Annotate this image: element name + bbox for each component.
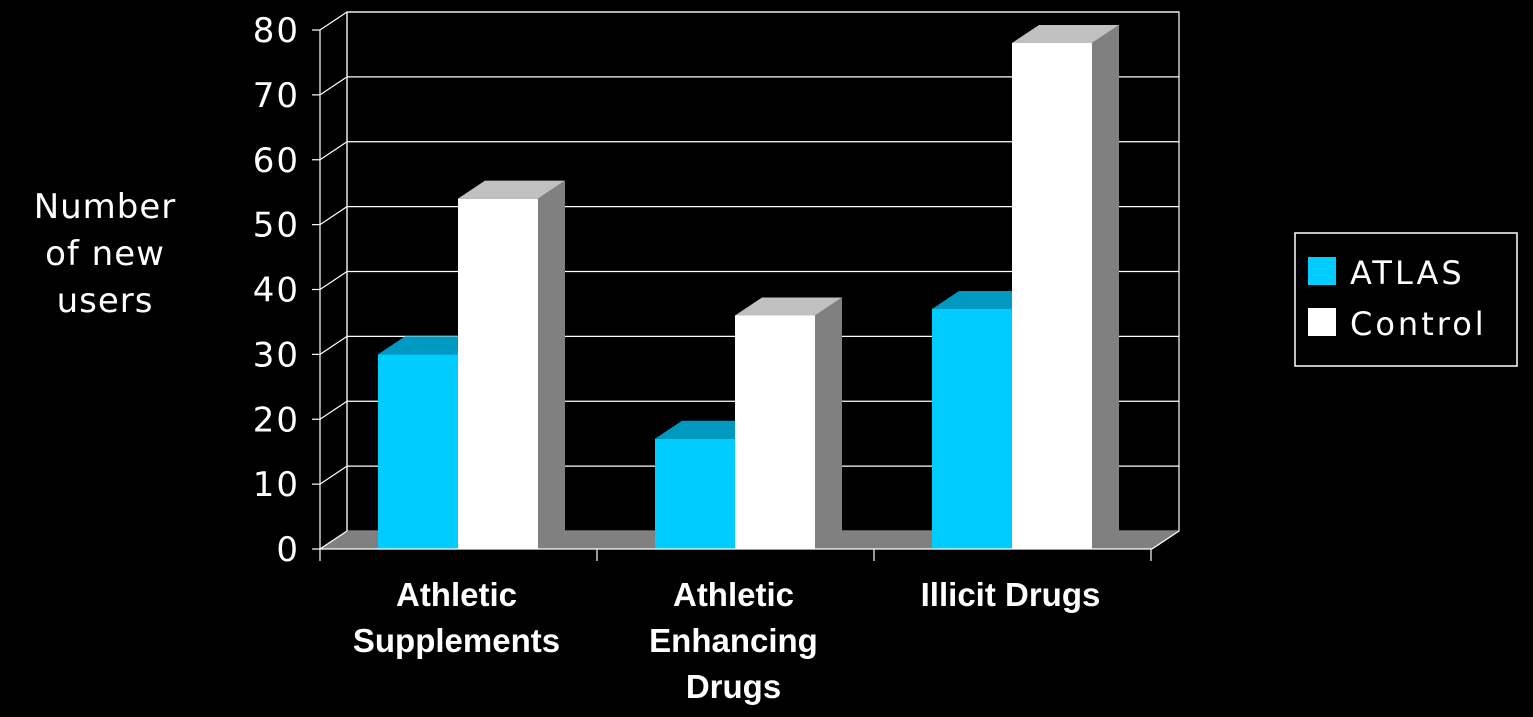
bar-front <box>932 308 1012 549</box>
x-tick-label: Drugs <box>686 668 781 705</box>
wall-gridline <box>319 465 348 485</box>
y-tick-label: 80 <box>253 11 300 51</box>
legend-swatch-control <box>1308 308 1336 336</box>
bar-front <box>655 438 735 549</box>
bar-side <box>815 297 842 549</box>
bar-control-1 <box>735 297 842 549</box>
axes <box>312 12 1180 561</box>
bar-front <box>378 354 458 549</box>
bar-top <box>735 297 842 316</box>
legend-label-control: Control <box>1350 305 1487 343</box>
x-tick-label: Supplements <box>353 622 560 659</box>
y-tick-label: 30 <box>253 335 300 375</box>
y-axis-label-line: users <box>57 281 154 321</box>
wall-gridline <box>319 141 348 161</box>
bar-front <box>735 315 815 549</box>
bar-top <box>458 180 565 199</box>
x-tick-labels: Athletic Supplements Athletic Enhancing Drug… <box>353 576 1100 705</box>
x-tick-label: Athletic <box>673 576 794 613</box>
x-tick-label: Illicit Drugs <box>921 576 1101 613</box>
bar-side <box>538 180 565 550</box>
y-axis-label: Number of new users <box>34 187 177 321</box>
legend-swatch-atlas <box>1308 257 1336 285</box>
bar-control-2 <box>1012 24 1119 550</box>
y-tick-label: 50 <box>253 206 300 246</box>
y-tick-label: 0 <box>276 530 300 570</box>
wall-gridline <box>319 206 348 226</box>
bar-control-0 <box>458 180 565 550</box>
y-axis-label-line: of new <box>45 234 165 274</box>
legend: ATLAS Control <box>1294 232 1518 367</box>
y-tick-label: 20 <box>253 400 300 440</box>
y-tick-label: 60 <box>253 141 300 181</box>
y-tick-label: 40 <box>253 271 300 311</box>
bar-top <box>1012 24 1119 43</box>
x-tick-label: Athletic <box>396 576 517 613</box>
y-tick-label: 70 <box>253 76 300 116</box>
bars <box>378 24 1119 550</box>
bar-front <box>1012 42 1092 549</box>
y-tick-label: 10 <box>253 465 300 505</box>
wall-gridline <box>319 11 348 31</box>
bar-side <box>1092 24 1119 550</box>
bar-front <box>458 198 538 550</box>
legend-box <box>1294 232 1518 367</box>
floor-right-edge <box>1151 530 1180 550</box>
legend-label-atlas: ATLAS <box>1350 254 1465 292</box>
wall-gridline <box>319 400 348 420</box>
wall-gridline <box>319 335 348 355</box>
wall-gridline <box>319 271 348 290</box>
wall-gridline <box>319 76 348 96</box>
y-axis-label-line: Number <box>34 187 177 227</box>
y-tick-labels: 0 10 20 30 40 50 60 70 80 <box>253 11 300 570</box>
wall-gridline <box>319 530 348 550</box>
x-tick-label: Enhancing <box>649 622 818 659</box>
